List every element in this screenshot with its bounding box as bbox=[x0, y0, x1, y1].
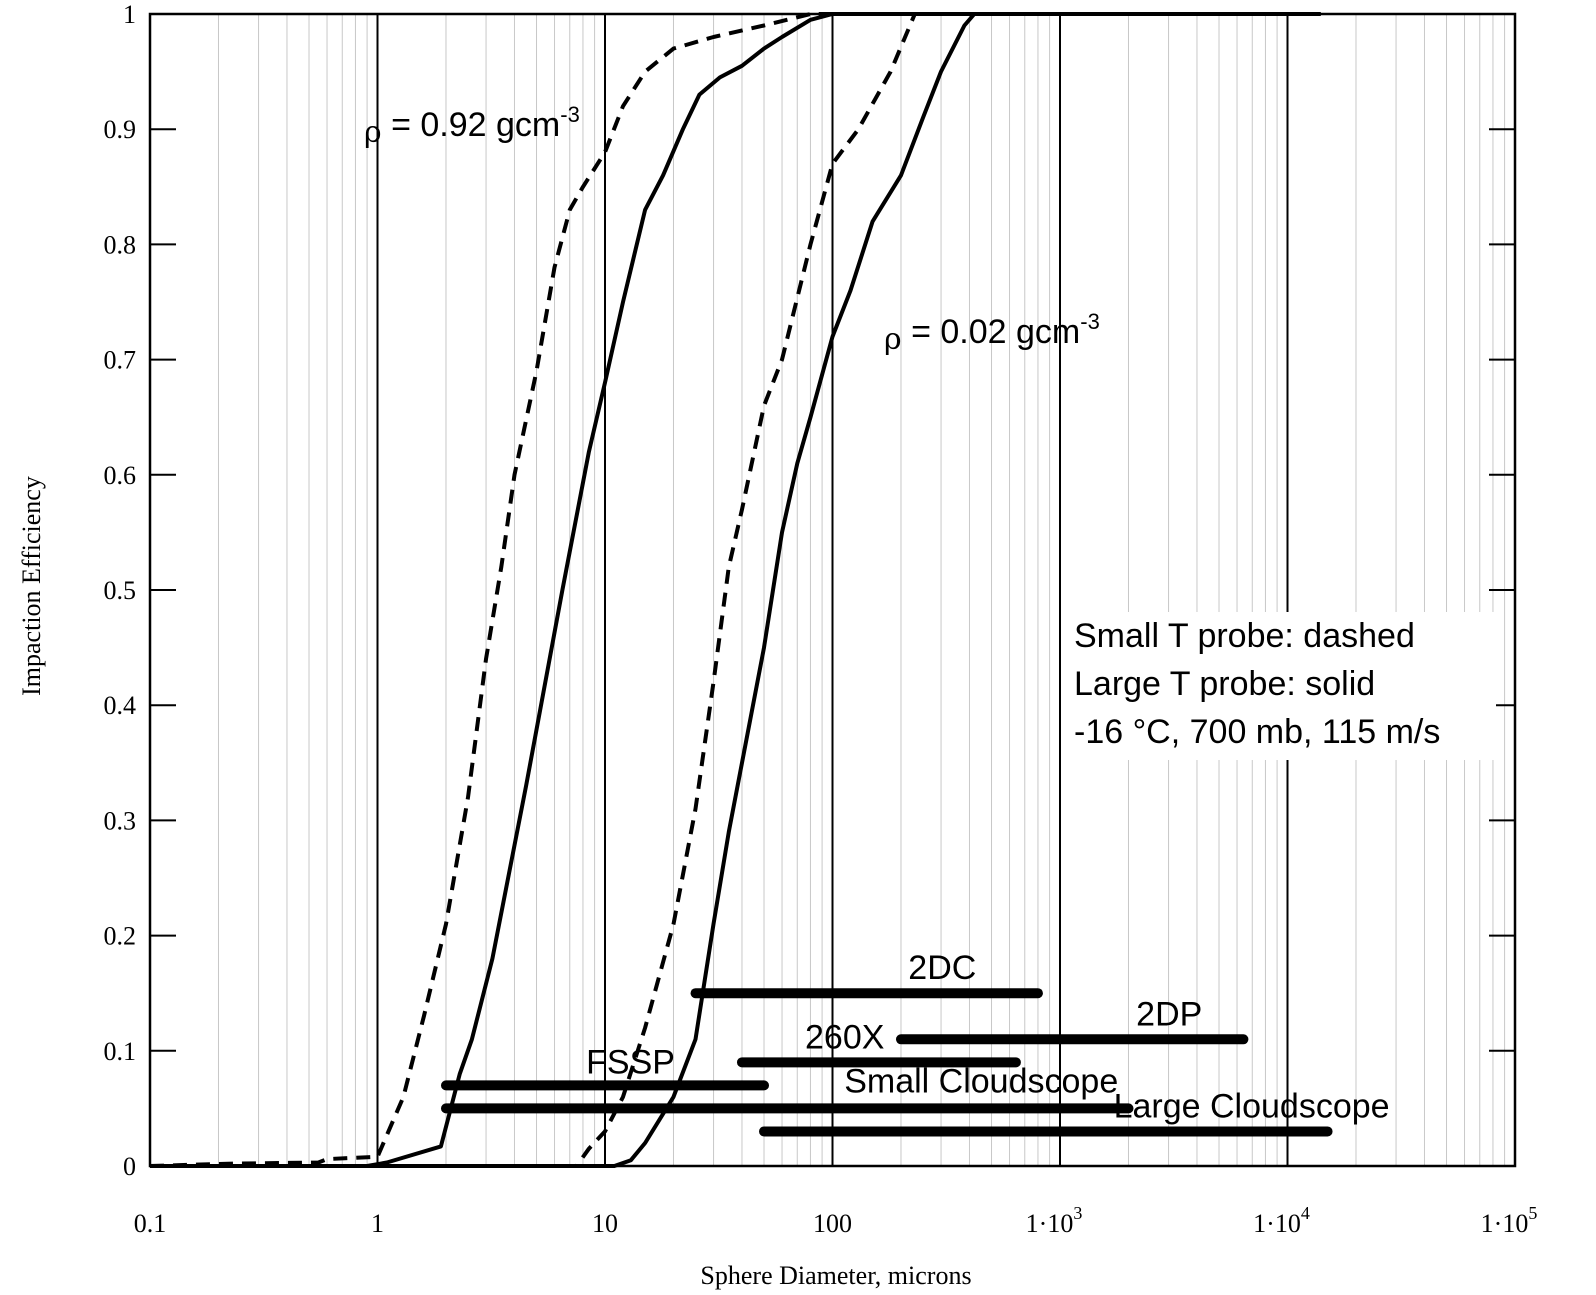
svg-text:ρ = 0.92 gcm-3: ρ = 0.92 gcm-3 bbox=[364, 102, 580, 150]
legend-box: Small T probe: dashed Large T probe: sol… bbox=[1064, 612, 1496, 760]
y-axis-label: Impaction Efficiency bbox=[17, 476, 46, 696]
y-tick-label: 0.4 bbox=[104, 691, 137, 720]
x-tick-label: 1 bbox=[371, 1209, 384, 1238]
x-tick-exponent: 3 bbox=[1073, 1203, 1082, 1223]
y-tick-label: 0.5 bbox=[104, 576, 137, 605]
y-tick-label: 0 bbox=[123, 1152, 136, 1181]
range-label-2dc: 2DC bbox=[908, 949, 976, 987]
dashed-curve-rho-092 bbox=[149, 12, 1321, 1168]
density-value: = 0.92 gcm bbox=[382, 106, 561, 144]
rho-symbol: ρ bbox=[884, 322, 902, 357]
range-label-fssp: FSSP bbox=[586, 1043, 675, 1081]
x-tick-base: 10 bbox=[592, 1209, 618, 1238]
y-tick-label: 0.6 bbox=[104, 461, 137, 490]
x-tick-base: 0.1 bbox=[134, 1209, 167, 1238]
y-tick-label: 0.1 bbox=[104, 1037, 137, 1066]
x-tick-label: 10 bbox=[592, 1209, 618, 1238]
grid bbox=[217, 14, 1506, 1166]
x-tick-base: 1·10 bbox=[1481, 1209, 1529, 1238]
y-tick-label: 0.8 bbox=[104, 230, 137, 259]
dashed-curve-rho-002 bbox=[150, 12, 1321, 1168]
x-tick-label: 0.1 bbox=[134, 1209, 167, 1238]
y-tick-label: 0.2 bbox=[104, 922, 137, 951]
legend-line-1: Small T probe: dashed bbox=[1074, 617, 1415, 655]
solid-curve-rho-002 bbox=[150, 12, 1321, 1168]
axis-ticks: 0 0.1 0.2 0.3 0.4 0.5 0.6 0.7 0.8 0.9 1 0.1 1 10 100 1·… bbox=[104, 0, 1538, 1238]
density-exponent: -3 bbox=[1080, 309, 1100, 334]
range-label-2dp: 2DP bbox=[1136, 995, 1202, 1033]
density-value: = 0.02 gcm bbox=[902, 313, 1081, 351]
y-tick-label: 0.9 bbox=[104, 115, 137, 144]
x-tick-base: 1·10 bbox=[1253, 1209, 1301, 1238]
x-tick-label: 1·103 bbox=[1026, 1203, 1083, 1238]
x-tick-base: 100 bbox=[813, 1209, 852, 1238]
density-label-low: ρ = 0.02 gcm-3 bbox=[884, 309, 1100, 357]
range-label-large-cloudscope: Large Cloudscope bbox=[1114, 1087, 1390, 1125]
density-exponent: -3 bbox=[560, 102, 580, 127]
x-tick-exponent: 4 bbox=[1301, 1203, 1310, 1223]
range-label-260x: 260X bbox=[805, 1018, 884, 1056]
x-tick-base: 1 bbox=[371, 1209, 384, 1238]
range-label-small-cloudscope: Small Cloudscope bbox=[844, 1062, 1118, 1100]
rho-symbol: ρ bbox=[364, 115, 382, 150]
legend-line-2: Large T probe: solid bbox=[1074, 665, 1375, 703]
x-axis-label: Sphere Diameter, microns bbox=[700, 1261, 971, 1290]
density-label-high: ρ = 0.92 gcm-3 bbox=[364, 102, 580, 150]
x-tick-label: 100 bbox=[813, 1209, 852, 1238]
x-tick-base: 1·10 bbox=[1026, 1209, 1074, 1238]
x-tick-exponent: 5 bbox=[1528, 1203, 1537, 1223]
y-tick-label: 0.3 bbox=[104, 806, 137, 835]
y-tick-label: 0.7 bbox=[104, 346, 137, 375]
legend-line-3: -16 °C, 700 mb, 115 m/s bbox=[1074, 713, 1440, 751]
x-tick-label: 1·105 bbox=[1481, 1203, 1538, 1238]
svg-text:ρ = 0.02 gcm-3: ρ = 0.02 gcm-3 bbox=[884, 309, 1100, 357]
x-tick-label: 1·104 bbox=[1253, 1203, 1310, 1238]
y-tick-label: 1 bbox=[123, 0, 136, 29]
